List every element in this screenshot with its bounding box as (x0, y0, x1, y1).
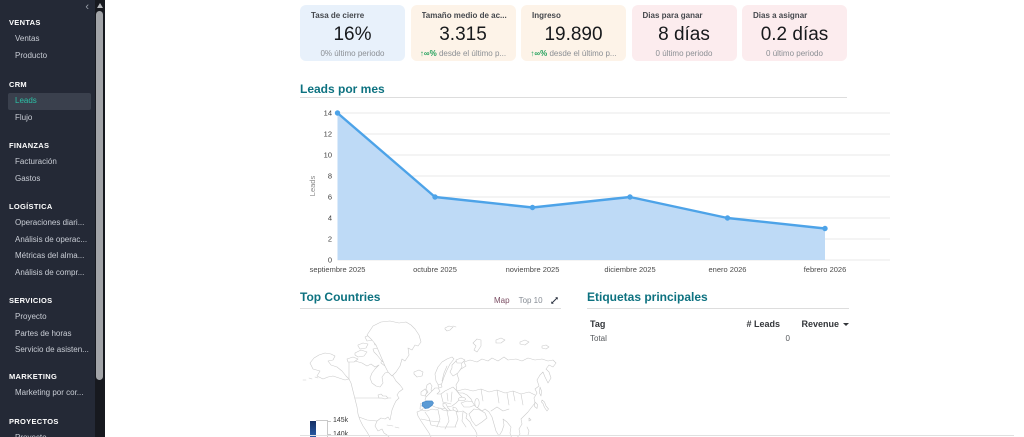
svg-text:octubre 2025: octubre 2025 (413, 265, 457, 274)
kpi-card-value: 8 días (658, 23, 710, 45)
sidebar-item-ventas[interactable]: Ventas (15, 34, 40, 44)
svg-text:Leads: Leads (308, 176, 317, 197)
bottom-section-rule (300, 435, 1014, 436)
kpi-card-value: 0.2 días (760, 23, 829, 45)
sidebar-section-marketing: MARKETING Marketing por cor... (0, 368, 95, 402)
kpi-card-title: Ingreso (532, 11, 561, 20)
svg-text:14: 14 (324, 109, 332, 118)
trend-up-icon: ↑∞% (530, 49, 548, 58)
sidebar-section-header: LOGÍSTICA (9, 201, 53, 211)
total-row-leads-value: 0 (785, 334, 790, 343)
map-legend-colorbar (310, 421, 316, 437)
sidebar-item-gastos[interactable]: Gastos (15, 173, 41, 183)
svg-text:0: 0 (328, 256, 332, 265)
svg-text:12: 12 (324, 130, 332, 139)
kpi-card-subtitle: ↑∞% desde el último p... (530, 49, 617, 58)
sidebar-section-header: FINANZAS (9, 140, 50, 150)
leads-column-header[interactable]: # Leads (746, 319, 780, 329)
map-legend-axis (327, 420, 328, 437)
total-row-label: Total (590, 334, 607, 343)
kpi-card-subtitle: 0 último periodo (655, 49, 713, 58)
sidebar-item-marketing-por-cor[interactable]: Marketing por cor... (15, 388, 84, 398)
sidebar-section-proyectos: PROYECTOS Proyecto (0, 413, 95, 437)
sidebar-item-proyecto[interactable]: Proyecto (0, 430, 95, 437)
svg-text:febrero 2026: febrero 2026 (804, 265, 847, 274)
svg-text:diciembre 2025: diciembre 2025 (604, 265, 655, 274)
top-countries-rule (300, 308, 561, 309)
sidebar-item-operaciones-diari[interactable]: Operaciones diari... (15, 218, 85, 228)
sidebar-section-header: PROYECTOS (9, 416, 59, 426)
sidebar-item-an-lisis-de-operac[interactable]: Análisis de operac... (15, 234, 88, 244)
kpi-card-5[interactable]: Dias a asignar 0.2 días 0 último periodo (742, 5, 847, 61)
sidebar-item-proyecto[interactable]: Proyecto (15, 312, 47, 322)
scroll-up-icon[interactable] (96, 3, 103, 8)
tag-column-header[interactable]: Tag (590, 319, 606, 329)
sidebar-section-header: SERVICIOS (9, 295, 53, 305)
kpi-card-value: 16% (333, 23, 372, 45)
map-country-spain (421, 400, 434, 409)
map-legend-elbow (316, 420, 327, 421)
trend-up-icon: ↑∞% (419, 49, 437, 58)
kpi-card-row: Tasa de cierre 16% 0% último periodo Tamaño… (300, 5, 847, 61)
sidebar-item-leads[interactable]: Leads (8, 93, 91, 110)
sidebar-item-an-lisis-de-compr[interactable]: Análisis de compr... (15, 267, 85, 277)
kpi-card-2[interactable]: Tamaño medio de ac... 3.315 ↑∞% desde el ú… (410, 5, 516, 61)
kpi-card-title: Tasa de cierre (311, 11, 365, 20)
svg-text:10: 10 (324, 151, 332, 160)
sidebar-item-facturaci-n[interactable]: Facturación (15, 157, 57, 167)
leads-chart: 0 2 4 6 8 10 12 14 septiembre 2025 octubre 2025 no… (308, 109, 890, 274)
svg-text:6: 6 (328, 193, 332, 202)
kpi-card-subtitle: 0% último periodo (320, 49, 385, 58)
sort-caret-icon (843, 323, 849, 326)
svg-text:8: 8 (328, 172, 332, 181)
sidebar-section-header: VENTAS (9, 17, 41, 27)
svg-text:noviembre 2025: noviembre 2025 (506, 265, 560, 274)
svg-text:enero 2026: enero 2026 (709, 265, 747, 274)
top-countries-title: Top Countries (300, 290, 381, 304)
kpi-card-subtitle: ↑∞% desde el último p... (419, 49, 507, 58)
sidebar-section-header: MARKETING (9, 371, 58, 381)
kpi-card-value: 19.890 (544, 23, 603, 45)
sidebar-section-finanzas: FINANZAS Facturación Gastos (0, 137, 95, 188)
tags-table-title: Etiquetas principales (587, 290, 708, 304)
revenue-column-header[interactable]: Revenue (769, 319, 849, 329)
sidebar-item-servicio-de-asisten[interactable]: Servicio de asisten... (15, 345, 89, 355)
sidebar-item-producto[interactable]: Producto (15, 50, 48, 60)
sidebar-section-ventas: VENTAS Ventas Producto (0, 14, 95, 65)
kpi-card-title: Dias para ganar (642, 11, 703, 20)
sidebar-section-servicios: SERVICIOS Proyecto Partes de horas Servicio… (0, 292, 95, 359)
tags-table-rule (587, 308, 849, 309)
scrollbar-thumb[interactable] (96, 11, 104, 380)
map-legend-tick (327, 421, 331, 422)
sidebar: ‹ VENTAS Ventas Producto CRM Leads Flujo FINAN… (0, 0, 95, 437)
svg-text:2: 2 (328, 235, 332, 244)
kpi-card-value: 3.315 (439, 23, 487, 45)
kpi-card-title: Dias a asignar (753, 11, 808, 20)
kpi-card-3[interactable]: Ingreso 19.890 ↑∞% desde el último p... (521, 5, 626, 61)
top10-view-link[interactable]: Top 10 (518, 296, 543, 305)
sidebar-collapse-icon[interactable]: ‹ (85, 1, 89, 13)
leads-chart-title: Leads por mes (300, 82, 385, 96)
sidebar-item-m-tricas-del-alma[interactable]: Métricas del alma... (15, 251, 85, 261)
map-legend-tick (327, 434, 331, 435)
map-view-link[interactable]: Map (494, 296, 510, 305)
leads-chart-rule (300, 97, 847, 98)
world-map[interactable] (295, 315, 565, 437)
sidebar-section-logística: LOGÍSTICA Operaciones diari... Análisis de… (0, 198, 95, 282)
svg-text:septiembre 2025: septiembre 2025 (310, 265, 366, 274)
sidebar-section-crm: CRM Leads Flujo (0, 76, 95, 127)
kpi-card-4[interactable]: Dias para ganar 8 días 0 último periodo (631, 5, 737, 61)
sidebar-item-flujo[interactable]: Flujo (15, 112, 33, 122)
expand-icon[interactable] (550, 296, 559, 305)
svg-text:4: 4 (328, 214, 332, 223)
map-legend-label-145k: 145k (333, 417, 349, 424)
kpi-card-title: Tamaño medio de ac... (421, 11, 507, 20)
sidebar-item-partes-de-horas[interactable]: Partes de horas (15, 328, 72, 338)
map-legend-label-140k: 140k (333, 431, 349, 437)
kpi-card-1[interactable]: Tasa de cierre 16% 0% último periodo (300, 5, 405, 61)
sidebar-section-header: CRM (9, 79, 27, 89)
kpi-card-subtitle: 0 último periodo (766, 49, 823, 58)
sidebar-scrollbar[interactable] (95, 0, 105, 437)
